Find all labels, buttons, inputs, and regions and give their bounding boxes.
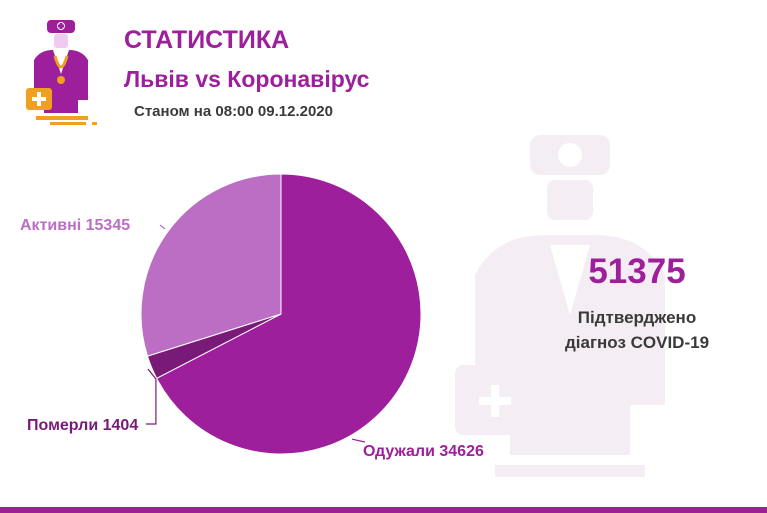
caption-line-2: діагноз COVID-19 (564, 333, 710, 352)
confirmed-caption: Підтверджено діагноз COVID-19 (547, 305, 727, 355)
leader-line-1 (145, 368, 157, 425)
pie-slice-0 (155, 173, 422, 455)
caption-line-1: Підтверджено (577, 308, 697, 327)
slice-label-1: Померли 1404 (27, 417, 138, 434)
page-subtitle: Львів vs Коронавірус (124, 66, 370, 92)
slice-label-2: Активні 15345 (20, 217, 130, 234)
leader-line-0 (351, 438, 366, 443)
bottom-bar (0, 507, 767, 513)
pie-chart: Одужали 34626 Померли 1404 Активні 15345 (20, 173, 484, 460)
confirmed-total: 51375 (588, 252, 686, 291)
page-title: СТАТИСТИКА (124, 26, 290, 54)
slice-label-0: Одужали 34626 (363, 443, 484, 460)
doctor-watermark-icon (455, 135, 665, 477)
leader-line-2 (159, 224, 166, 230)
pie-slice-2 (140, 173, 282, 357)
report-date: Станом на 08:00 09.12.2020 (134, 103, 333, 120)
doctor-logo-icon (26, 20, 97, 125)
